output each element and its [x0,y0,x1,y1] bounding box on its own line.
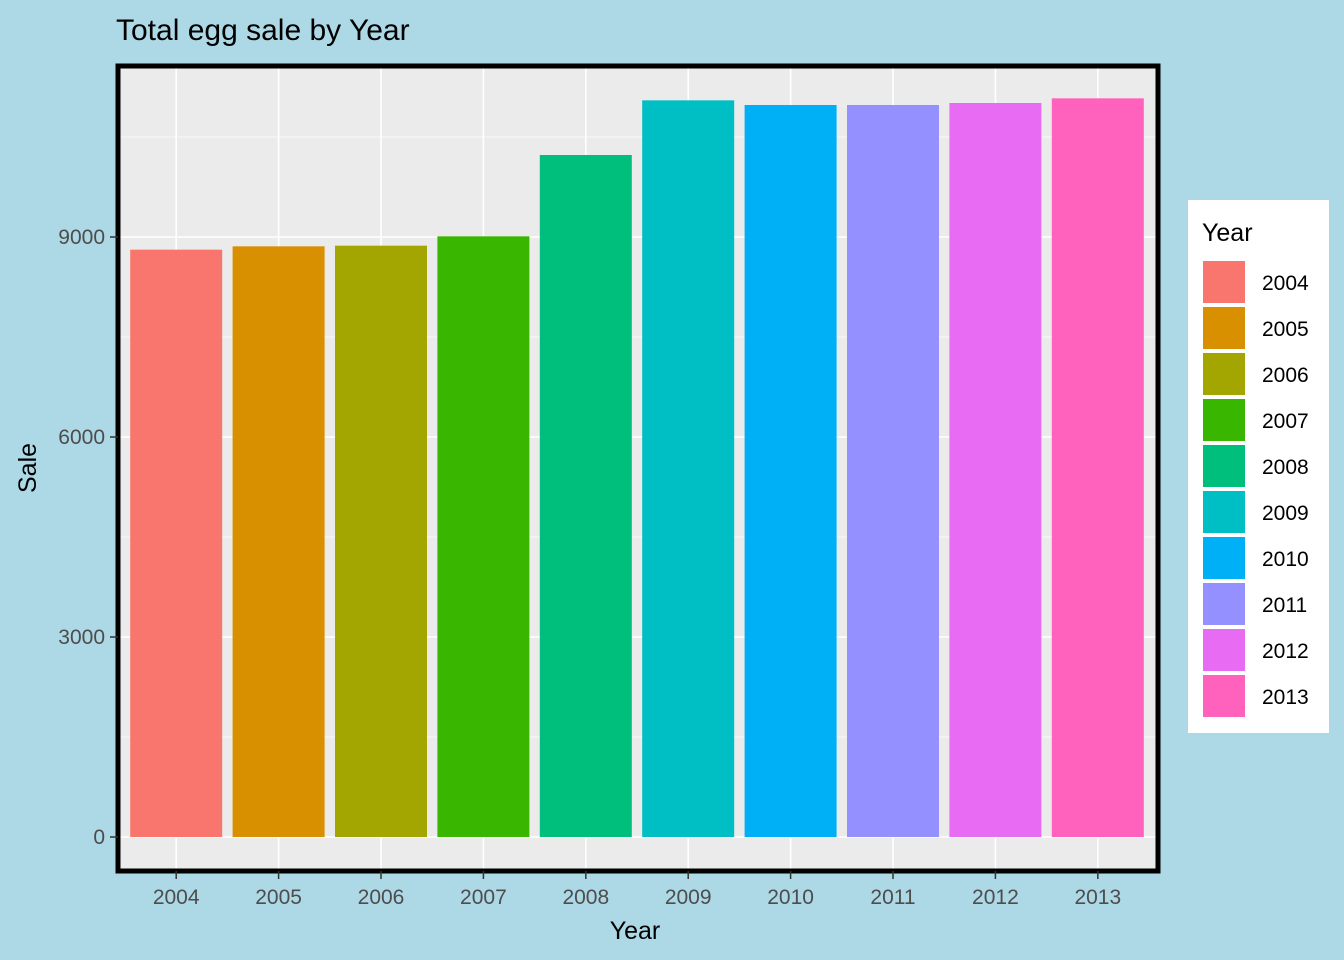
plot-border [115,63,1161,874]
chart-title: Total egg sale by Year [116,14,410,47]
bars [130,98,1144,838]
bar-2013 [1051,98,1144,838]
x-axis: 2004 2005 2006 2007 2008 2009 2010 2011 2012 2013 [153,871,1121,909]
bar-2007 [437,236,530,838]
legend-swatch-2007 [1203,399,1245,441]
legend-label-2005: 2005 [1262,318,1309,341]
x-tick-label: 2013 [1074,886,1121,909]
legend-swatch-2008 [1203,445,1245,487]
bar-2008 [539,155,632,837]
x-tick-label: 2011 [870,886,915,909]
y-axis: 0 3000 6000 9000 [58,226,118,849]
x-tick-label: 2006 [358,886,405,909]
legend-swatch-2004 [1203,261,1245,303]
legend-swatch-2010 [1203,537,1245,579]
y-tick-label: 6000 [58,426,105,449]
bar-2011 [847,105,939,837]
legend-label-2007: 2007 [1262,410,1309,433]
bar-2009 [642,100,735,838]
y-tick-label: 3000 [58,626,105,649]
bar-2010 [744,105,837,837]
x-tick-label: 2010 [767,886,814,909]
x-tick-label: 2007 [460,886,507,909]
x-tick-label: 2004 [153,886,200,909]
x-axis-title: Year [610,917,661,945]
legend-swatch-2006 [1203,353,1245,395]
legend-swatch-2009 [1203,491,1245,533]
legend-swatch-2011 [1203,583,1245,625]
legend: Year 2004 2005 2006 2007 2008 2009 2010 2011 201… [1188,200,1329,733]
x-tick-label: 2009 [665,886,712,909]
bar-2004 [130,249,223,837]
x-tick-label: 2012 [972,886,1019,909]
y-axis-title: Sale [14,443,42,493]
legend-label-2011: 2011 [1262,594,1307,617]
y-tick-label: 9000 [58,226,105,249]
bar-2012 [949,103,1042,837]
legend-label-2013: 2013 [1262,686,1309,709]
legend-label-2009: 2009 [1262,502,1309,525]
bar-2006 [335,245,427,837]
bar-2005 [232,246,325,838]
legend-swatch-2013 [1203,675,1245,717]
y-tick-label: 0 [93,826,105,849]
legend-label-2006: 2006 [1262,364,1309,387]
legend-swatch-2005 [1203,307,1245,349]
legend-label-2008: 2008 [1262,456,1309,479]
legend-title: Year [1202,219,1253,247]
x-tick-label: 2005 [255,886,302,909]
legend-label-2004: 2004 [1262,272,1309,295]
legend-label-2012: 2012 [1262,640,1309,663]
x-tick-label: 2008 [562,886,609,909]
legend-label-2010: 2010 [1262,548,1309,571]
legend-swatch-2012 [1203,629,1245,671]
